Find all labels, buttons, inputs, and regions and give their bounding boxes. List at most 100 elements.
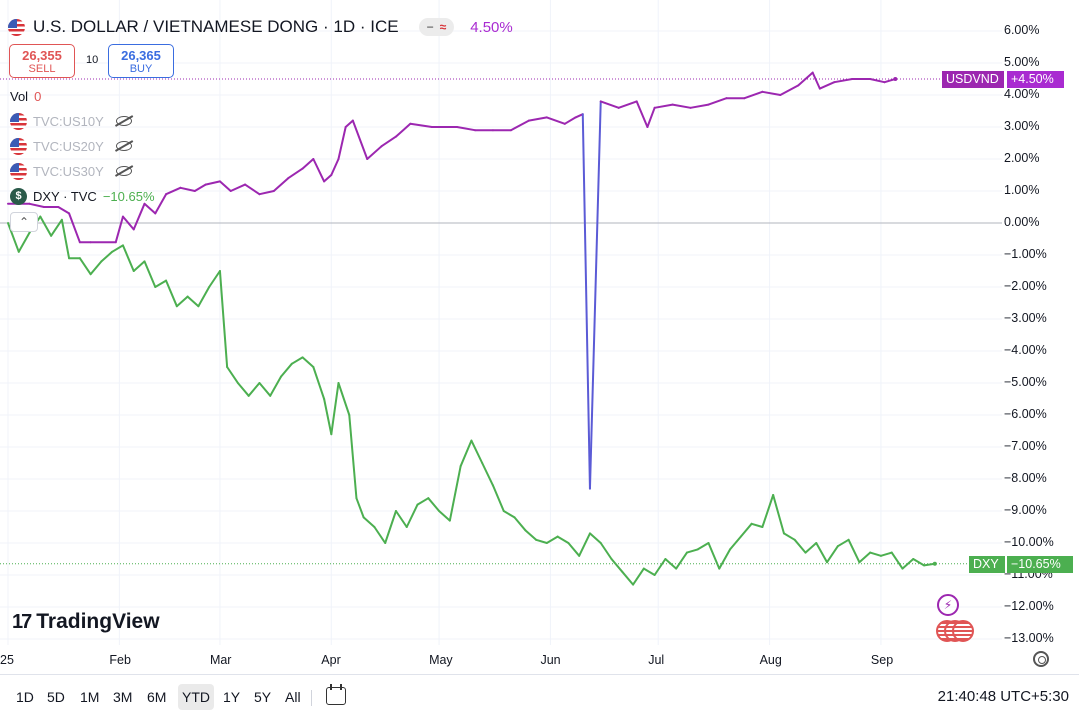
dxy-line-segment	[675, 551, 688, 570]
usdvnd-axis-value-tag: +4.50%	[1007, 71, 1064, 88]
y-tick-label: −2.00%	[1004, 279, 1047, 293]
eye-off-icon[interactable]	[115, 116, 132, 126]
dxy-line-segment	[793, 538, 807, 554]
usdvnd-line-segment	[671, 103, 692, 109]
dxy-line-segment	[502, 510, 516, 519]
y-tick-label: −1.00%	[1004, 247, 1047, 261]
dxy-line-segment	[696, 542, 710, 551]
volume-legend[interactable]: Vol 0	[10, 89, 41, 104]
sell-button[interactable]: 26,355 SELL	[9, 44, 75, 78]
legend-us10y[interactable]: TVC:US10Y	[10, 112, 132, 130]
dxy-line-segment	[132, 260, 146, 272]
legend-us20y[interactable]: TVC:US20Y	[10, 137, 132, 155]
range-button-1d[interactable]: 1D	[16, 689, 34, 705]
dxy-line-segment	[427, 497, 441, 512]
range-button-6m[interactable]: 6M	[147, 689, 167, 705]
usdvnd-line-segment	[380, 135, 397, 148]
usdvnd-line-segment	[323, 174, 333, 183]
y-tick-label: 5.00%	[1004, 55, 1040, 69]
range-button-all[interactable]: All	[285, 689, 301, 705]
collapse-legend-button[interactable]: ⌃	[10, 212, 38, 232]
dxy-line-segment	[524, 529, 538, 541]
dxy-line-segment	[78, 257, 92, 276]
usdvnd-line-segment	[154, 193, 168, 215]
dxy-axis-value-tag: −10.65%	[1007, 556, 1073, 573]
dash-icon: −	[426, 20, 434, 34]
economic-events-icon[interactable]	[936, 620, 976, 642]
y-tick-label: −9.00%	[1004, 503, 1047, 517]
date-range-icon[interactable]	[326, 684, 346, 705]
symbol-header[interactable]: U.S. DOLLAR / VIETNAMESE DONG · 1D · ICE…	[8, 16, 513, 38]
usdvnd-line-segment	[509, 119, 530, 132]
lightning-event-icon[interactable]: ⚡	[937, 594, 959, 616]
usdvnd-line-segment	[545, 116, 566, 125]
range-button-5d[interactable]: 5D	[47, 689, 65, 705]
tradingview-logo[interactable]: 17 TradingView	[12, 610, 160, 634]
dxy-line-segment	[355, 497, 365, 519]
dxy-line-segment	[459, 439, 473, 468]
range-button-3m[interactable]: 3M	[113, 689, 133, 705]
dxy-line-segment	[208, 270, 221, 288]
usdvnd-line-segment	[818, 81, 836, 90]
dxy-line-segment	[186, 295, 200, 308]
dxy-line-segment	[226, 366, 239, 384]
symbol-title: U.S. DOLLAR / VIETNAMESE DONG · 1D · ICE	[33, 17, 399, 36]
eye-off-icon[interactable]	[115, 166, 132, 176]
dxy-line-segment	[535, 538, 548, 544]
buy-button[interactable]: 26,365 BUY	[108, 44, 174, 78]
dxy-line-segment	[739, 522, 753, 538]
us-flag-icon	[10, 137, 27, 155]
range-button-1m[interactable]: 1M	[80, 689, 100, 705]
grid-lines	[0, 0, 1002, 645]
dxy-line-segment	[416, 497, 430, 506]
legend-us20y-label: TVC:US20Y	[33, 138, 104, 154]
usdvnd-line-segment	[165, 186, 182, 196]
dxy-line-segment	[912, 558, 926, 567]
legend-us10y-label: TVC:US10Y	[33, 113, 104, 129]
usdvnd-line-segment	[272, 177, 290, 192]
settings-icon[interactable]	[1033, 651, 1049, 667]
dxy-line-segment	[761, 494, 775, 528]
range-button-ytd[interactable]: YTD	[178, 684, 214, 710]
dxy-line-segment	[470, 439, 484, 464]
usdvnd-last-point	[893, 77, 898, 81]
dxy-line-segment	[348, 414, 358, 500]
clock[interactable]: 21:40:48 UTC+5:30	[937, 688, 1069, 705]
dxy-line-segment	[847, 538, 861, 564]
dxy-line-segment	[373, 526, 387, 544]
dxy-axis-name-tag: DXY	[969, 556, 1005, 573]
x-tick-label: Jul	[648, 653, 665, 667]
usdvnd-line-segment	[258, 190, 275, 196]
usdvnd-line-segment	[581, 113, 591, 490]
range-button-1y[interactable]: 1Y	[223, 689, 241, 705]
usdvnd-line-segment	[68, 212, 81, 244]
wave-icon: ≈	[439, 20, 447, 34]
dxy-line-segment	[772, 494, 785, 535]
dxy-line-segment	[653, 558, 667, 576]
legend-us30y[interactable]: TVC:US30Y	[10, 162, 132, 180]
tv-logo-text: TradingView	[36, 610, 160, 633]
dxy-line-segment	[621, 570, 635, 586]
dxy-line-segment	[685, 548, 699, 554]
dxy-line-segment	[545, 535, 559, 544]
usdvnd-line-segment	[28, 202, 45, 208]
eye-off-icon[interactable]	[115, 141, 132, 151]
dxy-line-segment	[236, 382, 250, 397]
dxy-line-segment	[269, 375, 283, 397]
dxy-line-segment	[642, 567, 656, 576]
dxy-line-segment	[513, 516, 527, 532]
usdvnd-line-segment	[599, 100, 620, 109]
dxy-line-segment	[111, 244, 124, 253]
y-tick-label: 1.00%	[1004, 183, 1040, 197]
legend-dxy[interactable]: $ DXY · TVC −10.65%	[10, 187, 155, 205]
legend-us30y-label: TVC:US30Y	[33, 163, 104, 179]
dxy-line-segment	[100, 250, 114, 263]
dxy-line-segment	[60, 218, 71, 260]
dxy-line-segment	[280, 362, 293, 378]
dxy-line-segment	[448, 465, 462, 522]
dxy-line-segment	[858, 551, 872, 564]
chart-area[interactable]	[0, 0, 1079, 674]
range-button-5y[interactable]: 5Y	[254, 689, 272, 705]
dxy-line-segment	[707, 542, 721, 570]
toggle-pill-icon[interactable]: − ≈	[418, 18, 455, 36]
